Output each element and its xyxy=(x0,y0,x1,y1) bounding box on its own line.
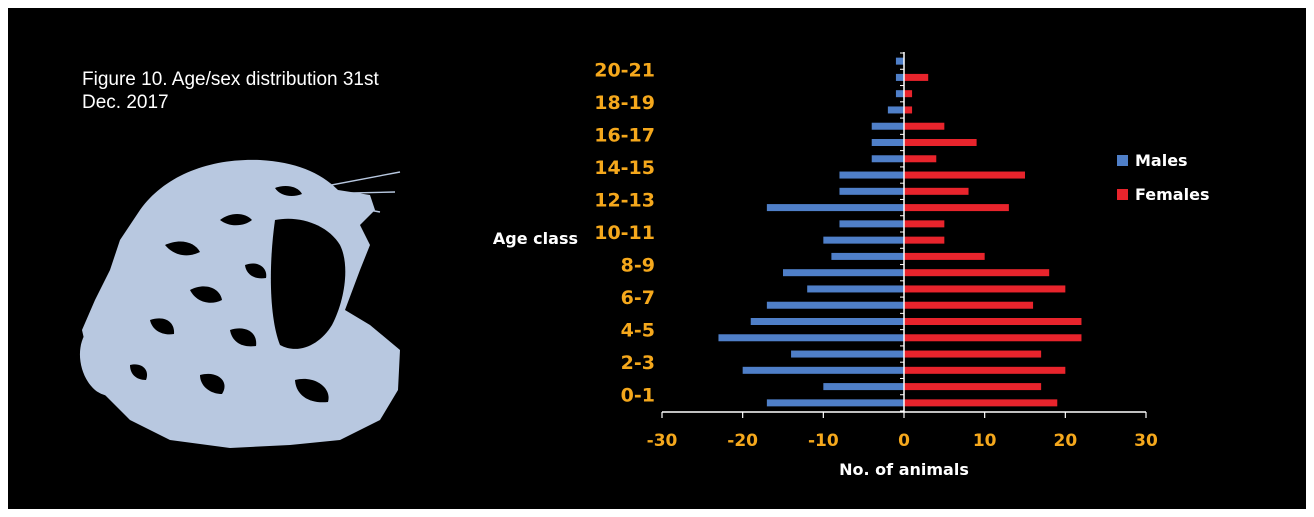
x-axis-title: No. of animals xyxy=(839,460,969,479)
chart-legend: Males Females xyxy=(1117,151,1209,204)
male-bar-age-7 xyxy=(807,285,904,293)
male-bar-age-19 xyxy=(895,90,904,98)
female-bar-age-10 xyxy=(904,236,945,244)
male-bar-age-4 xyxy=(718,334,904,342)
male-bar-age-11 xyxy=(839,220,904,228)
figure-caption-line-1: Figure 10. Age/sex distribution 31st xyxy=(82,69,379,90)
female-bar-age-11 xyxy=(904,220,945,228)
x-tick-label: 20 xyxy=(1053,431,1077,451)
female-bar-age-17 xyxy=(904,122,945,130)
male-bar-age-21 xyxy=(895,57,904,65)
male-bar-age-20 xyxy=(895,73,904,81)
female-bar-age-6 xyxy=(904,301,1034,309)
legend-label-females: Females xyxy=(1135,185,1209,204)
y-tick-labels: 0-1 2-3 4-5 6-7 8-9 10-11 12-13 14-15 16-17 18-19… xyxy=(594,52,904,412)
lion-icon xyxy=(79,159,401,448)
male-bar-age-8 xyxy=(783,269,904,277)
legend-label-males: Males xyxy=(1135,151,1188,170)
x-tick-label: -20 xyxy=(727,431,758,451)
x-tick-label: 10 xyxy=(973,431,997,451)
female-bar-age-7 xyxy=(904,285,1066,293)
male-bar-age-5 xyxy=(750,318,904,325)
male-bar-age-1 xyxy=(823,383,904,391)
y-tick-label: 12-13 xyxy=(594,189,655,211)
y-tick-label: 8-9 xyxy=(621,255,655,277)
female-bar-age-16 xyxy=(904,139,977,146)
figure-caption: Figure 10. Age/sex distribution 31st Dec… xyxy=(82,68,442,114)
x-tick-label: -10 xyxy=(808,431,839,451)
female-bar-age-3 xyxy=(904,350,1042,358)
y-tick-label: 18-19 xyxy=(594,92,655,114)
x-tick-label: 30 xyxy=(1134,431,1158,451)
male-bar-age-15 xyxy=(871,155,904,163)
y-tick-label: 4-5 xyxy=(621,320,655,342)
y-tick-label: 16-17 xyxy=(594,124,655,146)
x-tick-label: 0 xyxy=(898,431,910,451)
legend-swatch-males xyxy=(1117,155,1128,166)
figure-caption-line-2: Dec. 2017 xyxy=(82,92,169,113)
y-tick-label: 10-11 xyxy=(594,222,655,244)
female-bar-age-1 xyxy=(904,383,1042,391)
y-tick-label: 0-1 xyxy=(621,385,655,407)
male-bar-age-6 xyxy=(766,301,904,309)
male-bar-age-0 xyxy=(766,399,904,407)
male-bar-age-3 xyxy=(791,350,904,358)
x-tick-labels: -30 -20 -10 0 10 20 30 xyxy=(647,412,1158,451)
female-bar-age-9 xyxy=(904,252,985,260)
female-bar-age-19 xyxy=(904,90,913,98)
y-tick-label: 6-7 xyxy=(621,287,655,309)
female-bar-age-0 xyxy=(904,399,1058,407)
male-bar-age-17 xyxy=(871,122,904,130)
male-bar-age-10 xyxy=(823,236,904,244)
legend-swatch-females xyxy=(1117,189,1128,200)
y-tick-label: 2-3 xyxy=(621,352,655,374)
male-bar-age-12 xyxy=(766,204,904,212)
female-bar-age-12 xyxy=(904,204,1009,212)
male-bar-age-14 xyxy=(839,171,904,179)
y-tick-label: 20-21 xyxy=(594,59,655,81)
female-bar-age-13 xyxy=(904,187,969,195)
female-bar-age-15 xyxy=(904,155,937,163)
male-bar-age-13 xyxy=(839,187,904,195)
male-bar-age-18 xyxy=(887,106,904,114)
female-bar-age-2 xyxy=(904,366,1066,374)
female-bar-age-20 xyxy=(904,73,929,81)
male-bar-age-2 xyxy=(742,366,904,374)
female-bar-age-14 xyxy=(904,171,1025,179)
x-tick-label: -30 xyxy=(647,431,678,451)
female-bar-age-4 xyxy=(904,334,1082,342)
female-bar-age-5 xyxy=(904,318,1082,325)
male-bar-age-9 xyxy=(831,252,904,260)
female-bar-age-8 xyxy=(904,269,1050,277)
female-bar-age-18 xyxy=(904,106,913,114)
male-bar-age-16 xyxy=(871,139,904,146)
y-tick-label: 14-15 xyxy=(594,157,655,179)
chart-bars xyxy=(718,57,1082,407)
y-axis-title: Age class xyxy=(493,229,578,248)
